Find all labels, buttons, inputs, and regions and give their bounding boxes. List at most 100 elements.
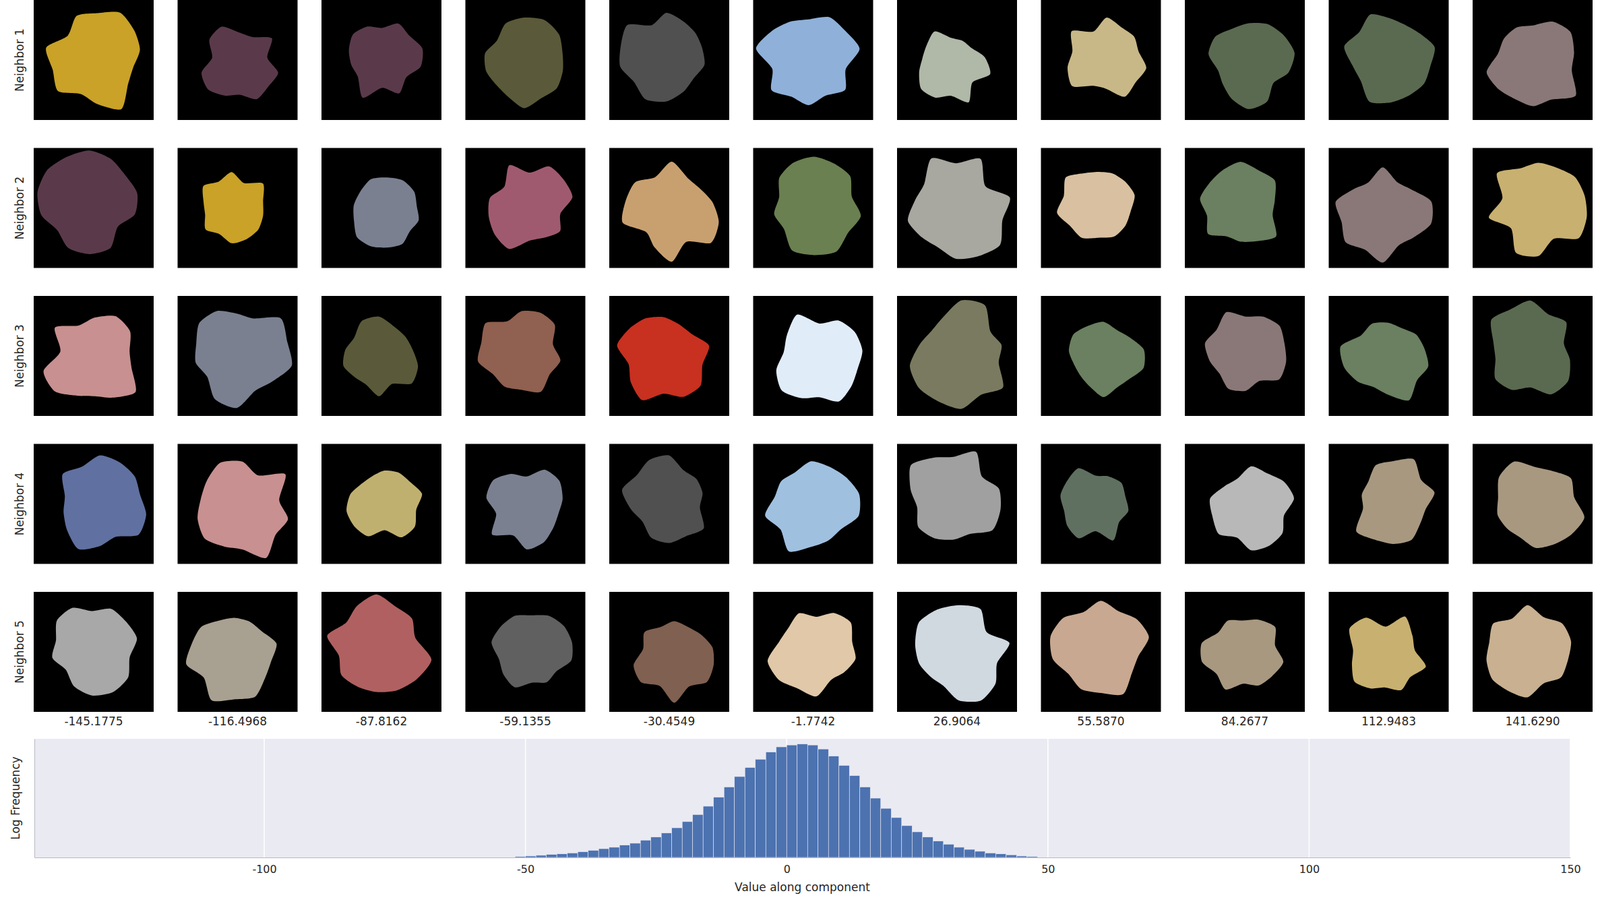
x-axis-line: [35, 857, 1572, 858]
image-cell: [1472, 0, 1593, 120]
image-cell: [177, 0, 298, 120]
image-background: [465, 295, 586, 416]
image-cell: [33, 0, 154, 120]
image-background: [465, 148, 586, 269]
bar: [744, 767, 756, 858]
image-cell: [177, 444, 298, 565]
bar: [535, 855, 547, 858]
image-background: [33, 148, 154, 269]
image-cell: [465, 444, 586, 565]
bar: [514, 856, 526, 858]
bar: [692, 814, 704, 858]
x-tick: -100: [252, 857, 277, 876]
image-background: [177, 591, 298, 712]
bar: [567, 852, 579, 858]
bar: [755, 758, 767, 858]
image-patch: [62, 454, 147, 550]
image-cell: [1472, 444, 1593, 565]
image-cell: [177, 295, 298, 416]
image-cell: [609, 0, 730, 120]
x-axis-title: Value along component: [734, 880, 871, 894]
image-cell: [897, 295, 1018, 416]
bar: [734, 776, 746, 858]
x-tick: 0: [783, 857, 791, 876]
grid-line: [525, 738, 527, 858]
image-patch: [919, 31, 991, 103]
image-patch: [353, 177, 419, 248]
image-patch: [1200, 161, 1277, 242]
image-cell: [609, 591, 730, 712]
image-patch: [1067, 17, 1147, 97]
image-patch: [776, 314, 863, 402]
y-axis-line: [34, 739, 36, 858]
image-cell: [177, 148, 298, 269]
image-patch: [1056, 171, 1135, 239]
image-cell: [1472, 148, 1593, 269]
image-cell: [177, 591, 298, 712]
bar: [640, 839, 652, 858]
column-value: 141.6290: [1504, 714, 1560, 728]
image-cell: [1328, 444, 1449, 565]
image-cell: [465, 0, 586, 120]
image-cell: [1184, 591, 1305, 712]
image-cell: [1184, 295, 1305, 416]
image-background: [753, 444, 874, 565]
image-patch: [349, 23, 424, 98]
image-patch: [764, 460, 860, 552]
image-background: [1040, 148, 1161, 269]
image-patch: [909, 299, 1004, 410]
image-background: [609, 444, 730, 565]
image-cell: [753, 444, 874, 565]
image-cell: [33, 444, 154, 565]
column-value: -87.8162: [355, 714, 408, 728]
image-background: [1472, 591, 1593, 712]
image-background: [321, 295, 442, 416]
image-background: [609, 591, 730, 712]
bar: [671, 827, 683, 858]
image-patch: [346, 470, 422, 538]
bar: [776, 746, 788, 858]
bar: [765, 752, 777, 858]
image-grid: Neighbor 1Neighbor 2Neighbor 3Neighbor 4…: [12, 0, 1593, 728]
image-background: [1040, 0, 1161, 120]
bar: [932, 841, 944, 858]
image-patch: [907, 157, 1011, 259]
bar: [859, 786, 871, 858]
image-cell: [1328, 0, 1449, 120]
image-background: [321, 444, 442, 565]
image-patch: [51, 607, 137, 695]
image-patch: [1343, 14, 1435, 104]
image-patch: [197, 460, 288, 559]
image-patch: [201, 26, 279, 100]
x-tick-label: 0: [783, 862, 791, 876]
image-cell: [753, 295, 874, 416]
image-patch: [43, 315, 137, 398]
image-cell: [1040, 295, 1161, 416]
x-tick: 150: [1560, 857, 1582, 876]
image-cell: [321, 444, 442, 565]
bar: [525, 855, 537, 858]
bar: [682, 821, 693, 858]
grid-line: [1047, 738, 1049, 858]
image-cell: [1040, 444, 1161, 565]
image-background: [1472, 444, 1593, 565]
bar: [619, 845, 631, 858]
image-background: [897, 591, 1018, 712]
image-cell: [321, 295, 442, 416]
bar: [911, 831, 923, 858]
bar: [870, 797, 881, 858]
plot-background: [34, 738, 1571, 858]
image-background: [1184, 591, 1305, 712]
image-background: [1328, 148, 1449, 269]
image-cell: [33, 591, 154, 712]
y-axis-title: Log Frequency: [8, 756, 23, 840]
column-value: -1.7742: [791, 714, 836, 728]
bar: [702, 806, 714, 858]
image-background: [753, 148, 874, 269]
image-patch: [915, 605, 1010, 702]
image-cell: [897, 0, 1018, 120]
bar: [723, 786, 735, 858]
image-patch: [1488, 163, 1588, 257]
image-background: [1472, 295, 1593, 416]
bar: [1006, 854, 1018, 858]
